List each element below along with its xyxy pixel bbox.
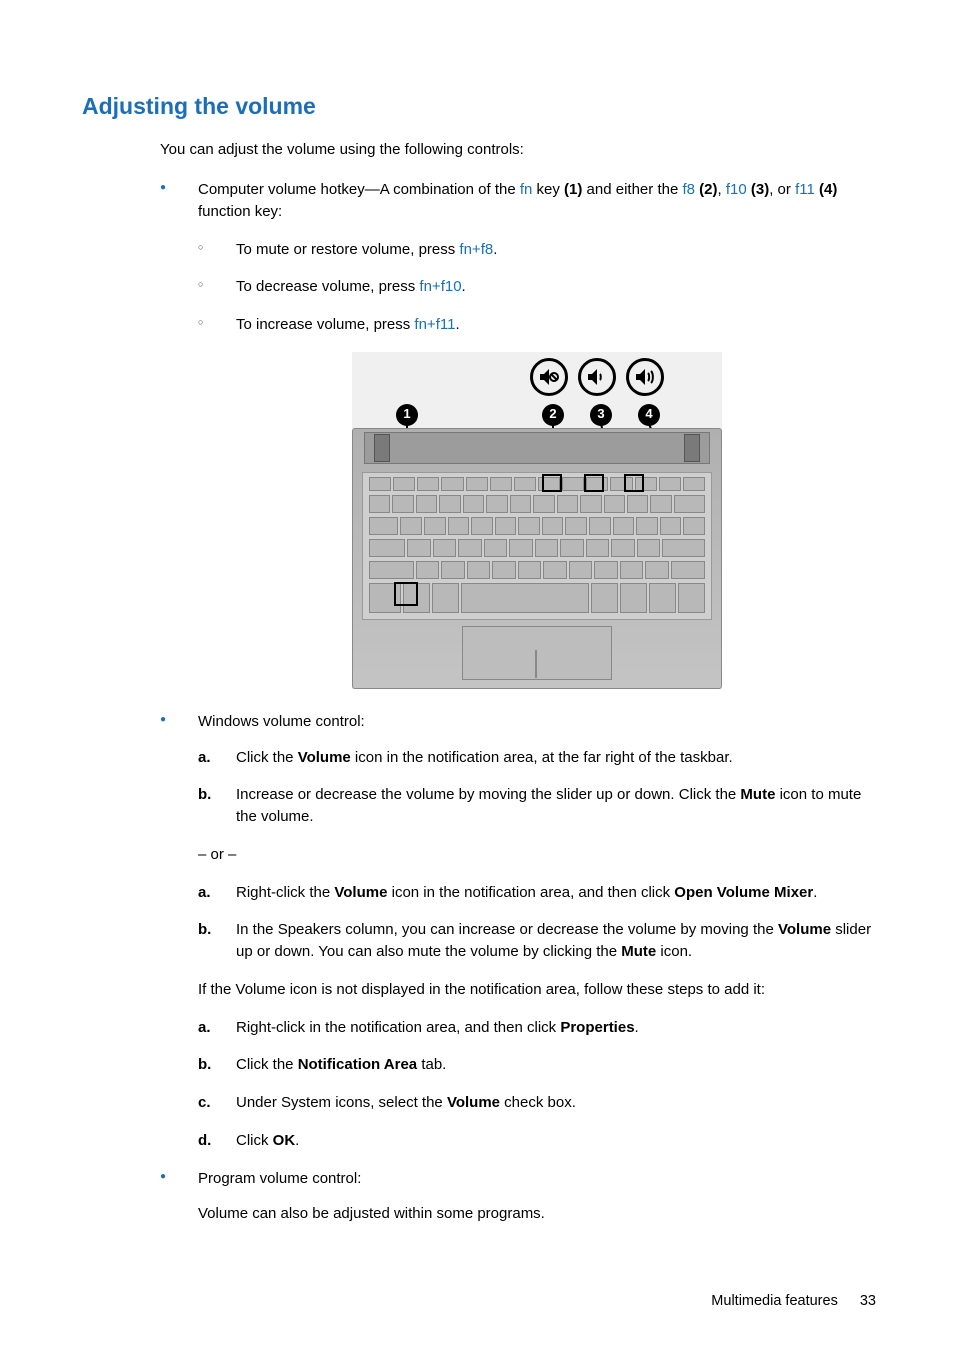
footer-page-number: 33	[860, 1293, 876, 1309]
key-f11: f11	[795, 181, 815, 198]
hotkey-decrease: fn+f10	[419, 278, 461, 295]
bullet-windows-volume: Windows volume control: Click the Volume…	[160, 711, 876, 1152]
step-b2: In the Speakers column, you can increase…	[198, 919, 876, 963]
section-heading: Adjusting the volume	[82, 90, 876, 123]
mid-paragraph: If the Volume icon is not displayed in t…	[198, 979, 876, 1001]
callout-3: 3	[590, 404, 612, 426]
volume-up-icon	[626, 358, 664, 396]
bullet-program-volume: Program volume control: Volume can also …	[160, 1168, 876, 1226]
key-fn: fn	[520, 181, 533, 198]
key-f8: f8	[682, 181, 695, 198]
bullet-hotkey: Computer volume hotkey—A combination of …	[160, 179, 876, 689]
step-a2: Right-click the Volume icon in the notif…	[198, 882, 876, 904]
page-footer: Multimedia features 33	[82, 1291, 876, 1312]
step-d3: Click OK.	[198, 1130, 876, 1152]
sub-mute: To mute or restore volume, press fn+f8.	[198, 239, 876, 261]
intro-text: You can adjust the volume using the foll…	[160, 139, 876, 161]
program-volume-text: Volume can also be adjusted within some …	[198, 1203, 876, 1225]
hotkey-increase: fn+f11	[414, 316, 455, 333]
mute-icon	[530, 358, 568, 396]
step-b1: Increase or decrease the volume by movin…	[198, 784, 876, 828]
step-b3: Click the Notification Area tab.	[198, 1054, 876, 1076]
step-a1: Click the Volume icon in the notificatio…	[198, 747, 876, 769]
step-c3: Under System icons, select the Volume ch…	[198, 1092, 876, 1114]
volume-down-icon	[578, 358, 616, 396]
callout-4: 4	[638, 404, 660, 426]
keyboard-diagram: 1 2 3 4	[352, 352, 722, 689]
highlight-f11-key	[624, 474, 644, 492]
highlight-f10-key	[584, 474, 604, 492]
callout-1: 1	[396, 404, 418, 426]
sub-increase: To increase volume, press fn+f11.	[198, 314, 876, 336]
step-a3: Right-click in the notification area, an…	[198, 1017, 876, 1039]
b1-text: Computer volume hotkey—A combination of …	[198, 181, 837, 220]
callout-2: 2	[542, 404, 564, 426]
footer-section-name: Multimedia features	[711, 1293, 838, 1309]
highlight-fn-key	[394, 582, 418, 606]
highlight-f8-key	[542, 474, 562, 492]
hotkey-mute: fn+f8	[459, 241, 493, 258]
key-f10: f10	[726, 181, 747, 198]
or-separator: – or –	[198, 844, 876, 866]
sub-decrease: To decrease volume, press fn+f10.	[198, 276, 876, 298]
